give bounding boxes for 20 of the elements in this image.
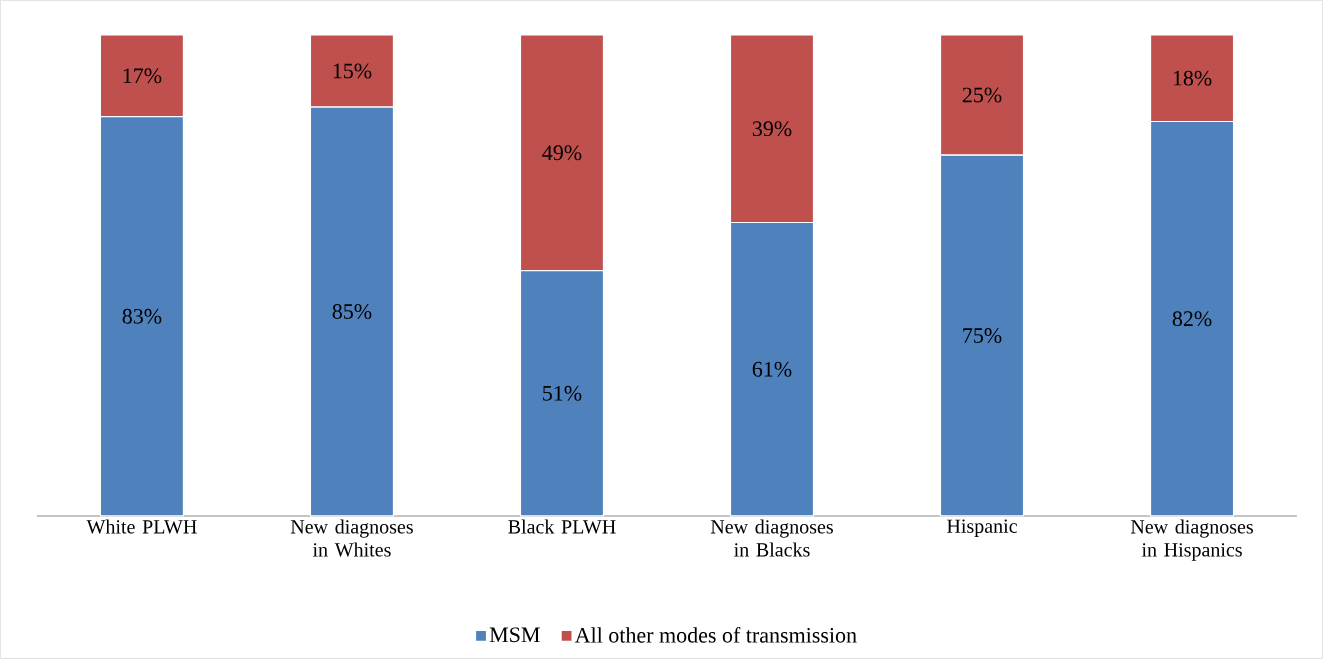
data-label: 85% — [332, 304, 372, 320]
data-label: 51% — [543, 385, 582, 401]
data-label: 83% — [122, 308, 162, 324]
legend-label: MSM — [489, 627, 540, 643]
data-label: 75% — [963, 328, 1002, 344]
x-tick-label: New diagnoses in Hispanics — [1130, 519, 1253, 561]
x-tick-label: New diagnoses in Blacks — [710, 519, 833, 557]
data-label: 15% — [333, 63, 372, 79]
data-label: 18% — [1173, 70, 1212, 86]
x-tick-label: White PLWH — [86, 519, 197, 534]
data-label: 82% — [1172, 311, 1212, 327]
data-label: 61% — [752, 361, 792, 377]
x-tick-label: Black PLWH — [508, 519, 616, 534]
data-label: 39% — [752, 121, 792, 137]
legend-label: All other modes of transmission — [574, 627, 857, 643]
data-label: 25% — [962, 87, 1002, 103]
data-label: 49% — [542, 145, 582, 161]
data-label: 17% — [123, 68, 162, 84]
x-tick-label: Hispanic — [947, 519, 1017, 538]
x-tick-label: New diagnoses in Whites — [290, 519, 413, 557]
